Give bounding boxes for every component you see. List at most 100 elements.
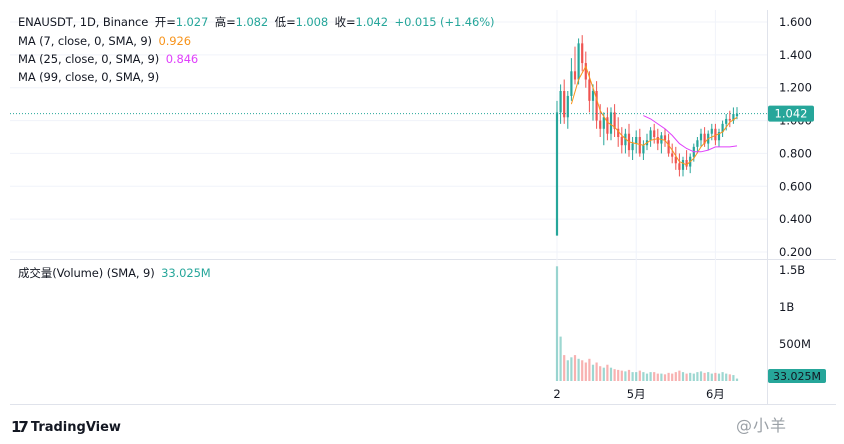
ma25-label: MA (25, close, 0, SMA, 9) xyxy=(18,52,160,66)
change-value: +0.015 (+1.46%) xyxy=(394,15,495,29)
high-value: 1.082 xyxy=(235,15,269,29)
legend-ma99[interactable]: MA (99, close, 0, SMA, 9) xyxy=(18,70,162,84)
low-label: 低= xyxy=(274,15,296,29)
candle-body xyxy=(620,137,623,146)
volume-bar xyxy=(721,372,724,381)
volume-bar xyxy=(732,375,735,381)
ma7-value: 0.926 xyxy=(158,34,191,48)
volume-bar xyxy=(588,358,591,381)
legend-ohlc: ENAUSDT, 1D, Binance 开=1.027 高=1.082 低=1… xyxy=(18,14,497,30)
volume-bar xyxy=(573,355,577,381)
time-tick-label: 2 xyxy=(553,387,560,401)
tradingview-icon: 𝟭𝟳 xyxy=(11,418,29,436)
volume-bar xyxy=(570,357,573,381)
candle-body xyxy=(674,156,677,164)
candle-body xyxy=(595,91,598,121)
candle-body xyxy=(703,133,706,144)
volume-bar xyxy=(685,373,688,381)
candle-body xyxy=(685,160,688,167)
volume-tick-label: 1.5B xyxy=(779,263,805,277)
time-tick-label: 6月 xyxy=(706,387,725,401)
volume-bar xyxy=(678,370,681,381)
volume-bar xyxy=(671,373,674,381)
volume-tick-label: 500M xyxy=(779,337,811,351)
legend-volume[interactable]: 成交量(Volume) (SMA, 9) 33.025M xyxy=(18,265,214,281)
ma99-label: MA (99, close, 0, SMA, 9) xyxy=(18,70,160,84)
volume-bar xyxy=(699,371,703,381)
open-value: 1.027 xyxy=(175,15,209,29)
candle-body xyxy=(602,117,605,129)
volume-bar xyxy=(627,369,631,381)
ma25-line xyxy=(643,115,738,153)
tradingview-logo[interactable]: 𝟭𝟳 TradingView xyxy=(11,418,121,436)
candle-body xyxy=(649,130,652,141)
price-tick-label: 1.600 xyxy=(779,15,812,29)
candle-body xyxy=(710,128,713,134)
candle-body xyxy=(721,123,724,133)
candle-body xyxy=(581,43,584,64)
candle-body xyxy=(728,118,731,121)
candle-body xyxy=(591,91,595,101)
candle-body xyxy=(617,128,620,137)
volume-bar xyxy=(566,360,569,381)
volume-bar xyxy=(725,373,728,381)
volume-bar xyxy=(599,366,602,381)
volume-bar xyxy=(735,378,739,381)
legend-ma25[interactable]: MA (25, close, 0, SMA, 9) 0.846 xyxy=(18,52,201,66)
ma7-line xyxy=(570,65,738,166)
volume-bar xyxy=(563,355,566,381)
volume-bar xyxy=(663,374,667,381)
candle-body xyxy=(555,112,559,236)
last-volume-label: 33.025M xyxy=(773,370,821,383)
candle-body xyxy=(566,95,569,118)
last-price-label: 1.042 xyxy=(775,107,808,121)
price-tick-label: 0.800 xyxy=(779,146,812,160)
candle-body xyxy=(714,128,717,141)
volume-bar xyxy=(728,374,731,381)
volume-bar xyxy=(631,372,634,381)
volume-bar xyxy=(707,372,710,381)
volume-bar xyxy=(577,358,580,381)
volume-bar xyxy=(710,373,713,381)
volume-bar xyxy=(559,336,562,381)
time-tick-label: 5月 xyxy=(627,387,646,401)
volume-bar xyxy=(581,360,584,381)
candle-body xyxy=(678,163,681,170)
price-tick-label: 1.400 xyxy=(779,48,812,62)
volume-label: 成交量(Volume) (SMA, 9) xyxy=(18,266,155,280)
candle-body xyxy=(573,71,577,80)
volume-value: 33.025M xyxy=(161,266,211,280)
candle-body xyxy=(667,140,670,154)
low-value: 1.008 xyxy=(295,15,329,29)
open-label: 开= xyxy=(154,15,176,29)
high-label: 高= xyxy=(214,15,236,29)
volume-bar xyxy=(617,369,620,381)
watermark: @小羊 xyxy=(736,416,788,435)
candle-body xyxy=(725,118,728,124)
volume-bar xyxy=(613,369,616,381)
volume-bar xyxy=(595,362,598,381)
last-price-badge xyxy=(768,105,814,122)
legend-ma7[interactable]: MA (7, close, 0, SMA, 9) 0.926 xyxy=(18,34,194,48)
symbol-label: ENAUSDT, 1D, Binance xyxy=(18,15,149,29)
candle-body xyxy=(570,71,573,96)
candle-body xyxy=(638,137,641,154)
candle-body xyxy=(732,114,735,121)
volume-bar xyxy=(624,371,627,381)
volume-bar xyxy=(674,372,677,381)
volume-bar xyxy=(591,364,595,381)
price-tick-label: 1.200 xyxy=(779,81,812,95)
candle-body xyxy=(609,112,613,134)
volume-bar xyxy=(714,372,717,381)
volume-bar xyxy=(635,372,638,381)
close-label: 收= xyxy=(334,15,356,29)
volume-pane xyxy=(10,262,767,381)
volume-bar xyxy=(642,372,645,381)
volume-bar xyxy=(717,373,721,381)
volume-bar xyxy=(649,372,652,381)
candle-body xyxy=(577,43,580,80)
candle-body xyxy=(663,135,667,141)
candle-body xyxy=(624,133,627,146)
